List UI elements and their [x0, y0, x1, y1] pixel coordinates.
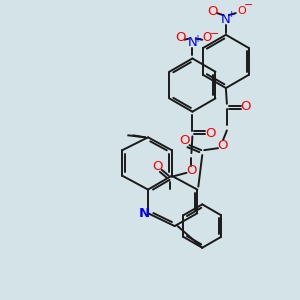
Text: O: O — [207, 4, 217, 18]
Text: O: O — [186, 164, 197, 177]
Text: O: O — [179, 134, 190, 147]
Text: −: − — [244, 0, 253, 10]
Text: O: O — [202, 31, 212, 44]
Text: O: O — [240, 100, 251, 113]
Text: O: O — [205, 127, 215, 140]
Text: N: N — [221, 13, 231, 26]
Text: O: O — [153, 160, 163, 173]
Text: N: N — [188, 36, 197, 49]
Text: O: O — [218, 139, 228, 152]
Text: +: + — [227, 10, 235, 19]
Text: O: O — [175, 31, 186, 44]
Text: N: N — [139, 207, 150, 220]
Text: +: + — [193, 34, 201, 44]
Text: −: − — [209, 29, 219, 39]
Text: O: O — [237, 6, 246, 16]
